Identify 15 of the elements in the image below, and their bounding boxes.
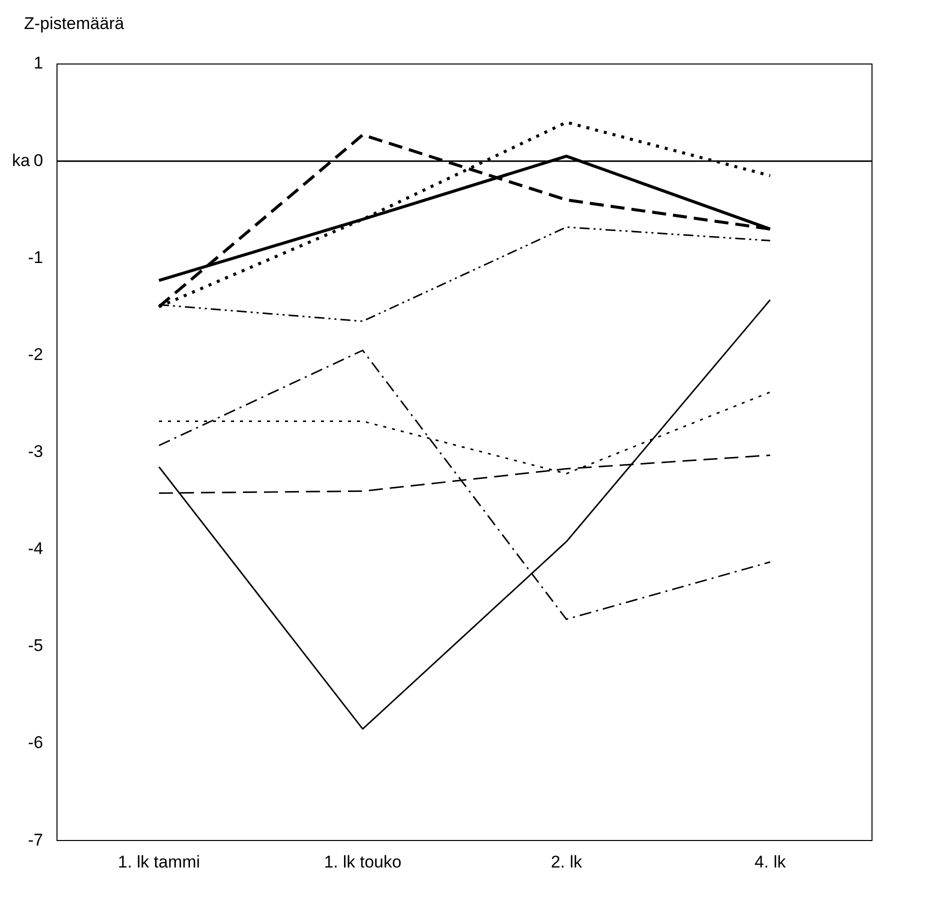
y-tick-label: -6 <box>28 733 44 752</box>
x-tick-label: 1. lk touko <box>324 852 402 872</box>
y-tick-label: -3 <box>28 442 44 461</box>
ref-line-label: ka <box>12 150 30 170</box>
y-tick-label: -2 <box>28 344 44 364</box>
y-tick-label: -5 <box>28 636 44 656</box>
x-tick-label: 4. lk <box>754 852 786 872</box>
y-tick-label: 0 <box>34 150 44 170</box>
y-tick-label: -1 <box>28 248 44 267</box>
y-tick-label: -4 <box>28 539 44 558</box>
x-tick-label: 1. lk tammi <box>118 852 200 872</box>
x-tick-label: 2. lk <box>550 852 582 872</box>
y-axis-title: Z-pistemäärä <box>24 14 124 34</box>
y-tick-label: -7 <box>28 830 44 850</box>
y-tick-label: 1 <box>34 54 44 73</box>
